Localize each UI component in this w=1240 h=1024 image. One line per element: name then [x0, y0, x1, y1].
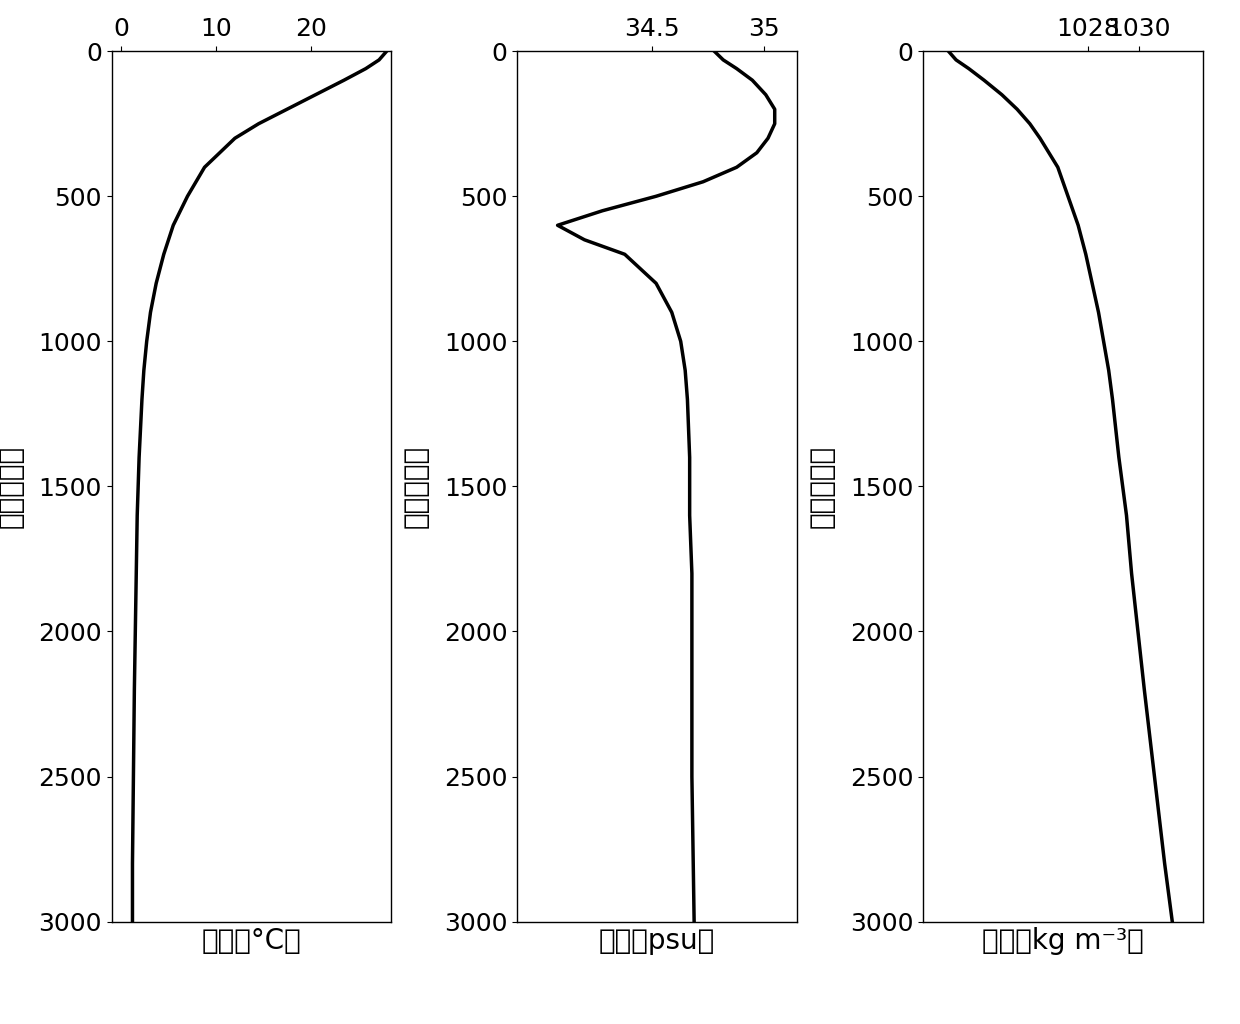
X-axis label: 温度（°C）: 温度（°C） — [202, 927, 301, 955]
Y-axis label: 深度（米）: 深度（米） — [0, 444, 25, 528]
X-axis label: 密度（kg m⁻³）: 密度（kg m⁻³） — [982, 927, 1143, 955]
X-axis label: 盐度（psu）: 盐度（psu） — [599, 927, 715, 955]
Y-axis label: 深度（米）: 深度（米） — [807, 444, 836, 528]
Y-axis label: 深度（米）: 深度（米） — [402, 444, 430, 528]
